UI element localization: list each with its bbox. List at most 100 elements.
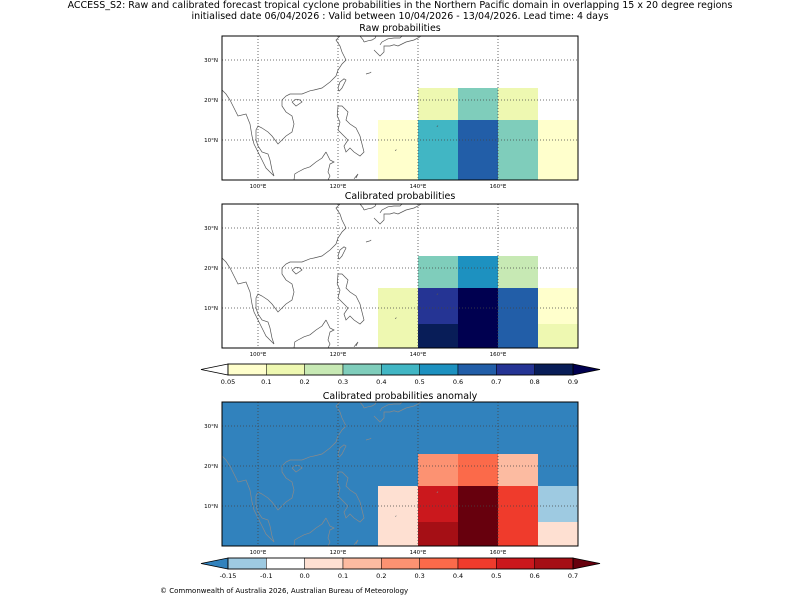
colorbar-tick-label: 0.1 (261, 378, 271, 386)
coastline (436, 491, 439, 494)
probability-cell (498, 288, 538, 348)
coastline (221, 35, 347, 177)
coastline (359, 35, 365, 43)
coastline (325, 517, 335, 547)
coastline (379, 203, 403, 214)
x-tick-label: 160°E (490, 184, 507, 190)
colorbar-tick-label: 0.6 (529, 572, 539, 580)
coastline (365, 71, 372, 75)
x-tick-label: 120°E (330, 550, 347, 556)
colorbar-swatch (419, 363, 459, 376)
coastline (291, 98, 303, 107)
colorbar-swatch (342, 363, 382, 376)
probability-cell (538, 120, 578, 180)
coastline (353, 539, 359, 546)
probability-cell (458, 256, 498, 288)
colorbar-tick-label: -0.1 (260, 572, 273, 580)
probability-cell (418, 288, 458, 324)
x-tick-label: 100°E (250, 550, 267, 556)
y-tick-label: 30°N (204, 226, 218, 232)
x-tick-label: 140°E (410, 550, 427, 556)
map-panel-calibrated: 100°E 120°E 140°E 160°E 10°N 20°N 30°N (204, 203, 579, 358)
coastline (394, 317, 397, 320)
colorbar-tick-label: 0.0 (299, 572, 309, 580)
coastline (365, 437, 372, 441)
coastline (394, 149, 397, 152)
y-tick-label: 30°N (204, 424, 218, 430)
colorbar-tick-label: 0.7 (491, 378, 501, 386)
colorbar-tick-label: 0.1 (338, 572, 348, 580)
colorbar-tick-label: 0.7 (568, 572, 578, 580)
colorbar-tick-label: 0.5 (414, 378, 424, 386)
coastline (325, 319, 335, 349)
colorbar-tick-label: 0.8 (529, 378, 539, 386)
x-tick-label: 160°E (490, 352, 507, 358)
probability-cell (418, 324, 458, 348)
coastline (221, 203, 347, 345)
x-tick-label: 120°E (330, 184, 347, 190)
colorbar-swatch (227, 363, 267, 376)
coastline (336, 105, 365, 157)
probability-cell (538, 324, 578, 348)
colorbar-tick-label: 0.3 (338, 378, 348, 386)
coastline (436, 125, 439, 128)
coastline (363, 35, 377, 43)
coastline (373, 203, 422, 225)
probability-cell (418, 522, 458, 546)
colorbar-swatch (534, 363, 574, 376)
probability-cell (418, 120, 458, 180)
figure-title-line-1: ACCESS_S2: Raw and calibrated forecast t… (67, 0, 733, 11)
y-tick-label: 10°N (204, 504, 218, 510)
colorbar-tick-label: 0.3 (414, 572, 424, 580)
coastline (293, 319, 327, 349)
colorbar-swatch (227, 557, 267, 570)
colorbar-tick-label: 0.6 (453, 378, 463, 386)
probability-cell (418, 486, 458, 522)
colorbar-tick-label: -0.15 (220, 572, 237, 580)
probability-cell (418, 454, 458, 486)
coastline (436, 293, 439, 296)
coastline (379, 401, 403, 412)
colorbar-swatch (266, 557, 305, 570)
x-tick-label: 100°E (250, 184, 267, 190)
probability-cell (498, 88, 538, 120)
x-tick-label: 140°E (410, 352, 427, 358)
coastline (336, 273, 365, 325)
plot-frame (221, 35, 579, 181)
coastline (394, 515, 397, 518)
probability-cell (458, 88, 498, 120)
raw-panel-title: Raw probabilities (359, 23, 441, 34)
colorbar-swatch (496, 557, 535, 570)
x-tick-label: 140°E (410, 184, 427, 190)
x-tick-label: 100°E (250, 352, 267, 358)
y-tick-label: 10°N (204, 138, 218, 144)
coastline (373, 35, 422, 57)
anomaly-panel-title: Calibrated probabilities anomaly (322, 391, 478, 402)
coastline (293, 517, 327, 547)
coastline (363, 203, 377, 211)
probability-cell (538, 522, 578, 546)
colorbar-tick-label: 0.4 (376, 378, 386, 386)
colorbar-swatch (496, 363, 535, 376)
coastline (353, 173, 359, 180)
colorbar-tick-label: 0.5 (491, 572, 501, 580)
probability-cell (418, 256, 458, 288)
coastline (293, 151, 327, 181)
colorbar-tick-label: 0.4 (453, 572, 463, 580)
colorbar-swatch (304, 557, 344, 570)
probability-cell (538, 288, 578, 324)
coastline (291, 464, 303, 473)
coastline (221, 401, 347, 543)
probability-cell (378, 486, 418, 546)
colorbar-swatch (381, 363, 420, 376)
colorbar-frame (227, 363, 574, 376)
colorbar-swatch (534, 557, 574, 570)
colorbar-tick-label: 0.2 (299, 378, 309, 386)
coastline (363, 401, 377, 409)
colorbar-swatch (381, 557, 420, 570)
coastline (353, 341, 359, 348)
probability-cell (538, 486, 578, 522)
coastline (373, 401, 422, 423)
colorbar-anomaly: -0.15 -0.1 0.0 0.1 0.2 0.3 0.4 0.5 0.6 0.7 (200, 557, 601, 580)
calibrated-panel-title: Calibrated probabilities (344, 191, 456, 202)
